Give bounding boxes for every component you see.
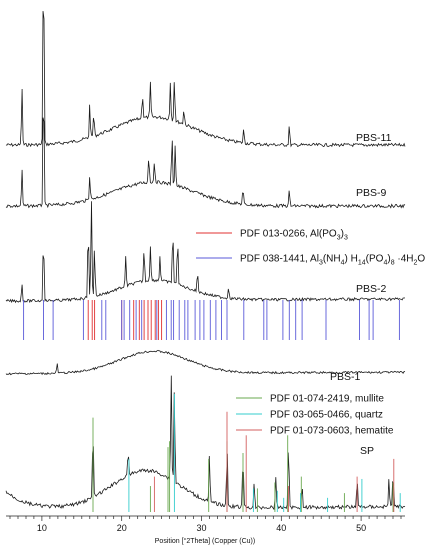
trace-line-pbs-2 — [5, 201, 406, 304]
sp-reference-legend: PDF 01-074-2419, mullite PDF 03-065-0466… — [236, 394, 394, 437]
trace-pbs-9 — [5, 117, 406, 209]
trace-line-sp — [5, 375, 406, 511]
x-tick-label: 30 — [196, 523, 206, 533]
trace-label-pbs-2: PBS-2 — [356, 283, 387, 295]
x-axis-title: Position [°2Theta] (Copper (Cu)) — [155, 537, 255, 545]
trace-pbs-1 — [5, 349, 406, 376]
reference-sticks-5 — [153, 411, 395, 512]
trace-label-pbs-11: PBS-11 — [356, 132, 392, 144]
trace-pbs-11 — [5, 11, 406, 148]
x-tick-label: 20 — [117, 523, 127, 533]
legend-label-quartz: PDF 03-065-0466, quartz — [270, 410, 383, 421]
trace-sp — [5, 375, 406, 511]
trace-line-pbs-11 — [5, 11, 406, 148]
plot-area — [5, 11, 406, 512]
trace-line-pbs-1 — [5, 349, 406, 376]
trace-pbs-2 — [5, 201, 406, 304]
x-tick-label: 50 — [356, 523, 366, 533]
reference-sticks-2 — [23, 300, 400, 340]
trace-label-pbs-9: PBS-9 — [356, 187, 387, 199]
x-tick-label: 10 — [37, 523, 47, 533]
trace-line-pbs-9 — [5, 117, 406, 209]
trace-label-pbs-1: PBS-1 — [330, 371, 361, 383]
x-axis: 10 20 30 40 50 Position [°2Theta] (Copper (C… — [6, 515, 405, 545]
reference-sticks-4 — [128, 394, 401, 512]
x-axis-ticks: 10 20 30 40 50 — [9, 516, 402, 533]
reference-sticks-1 — [87, 300, 163, 340]
legend-label-alnh4-phosphate: PDF 038-1441, Al3(NH4) H14(PO4)8 ·4H2O — [240, 254, 425, 267]
legend-label-hematite: PDF 01-073-0603, hematite — [270, 426, 394, 437]
pbs2-reference-legend: PDF 013-0266, Al(PO3)3 PDF 038-1441, Al3… — [196, 229, 425, 267]
legend-label-mullite: PDF 01-074-2419, mullite — [270, 394, 384, 405]
trace-label-sp: SP — [360, 445, 374, 457]
x-tick-label: 40 — [276, 523, 286, 533]
legend-label-alpo3: PDF 013-0266, Al(PO3)3 — [240, 229, 348, 242]
